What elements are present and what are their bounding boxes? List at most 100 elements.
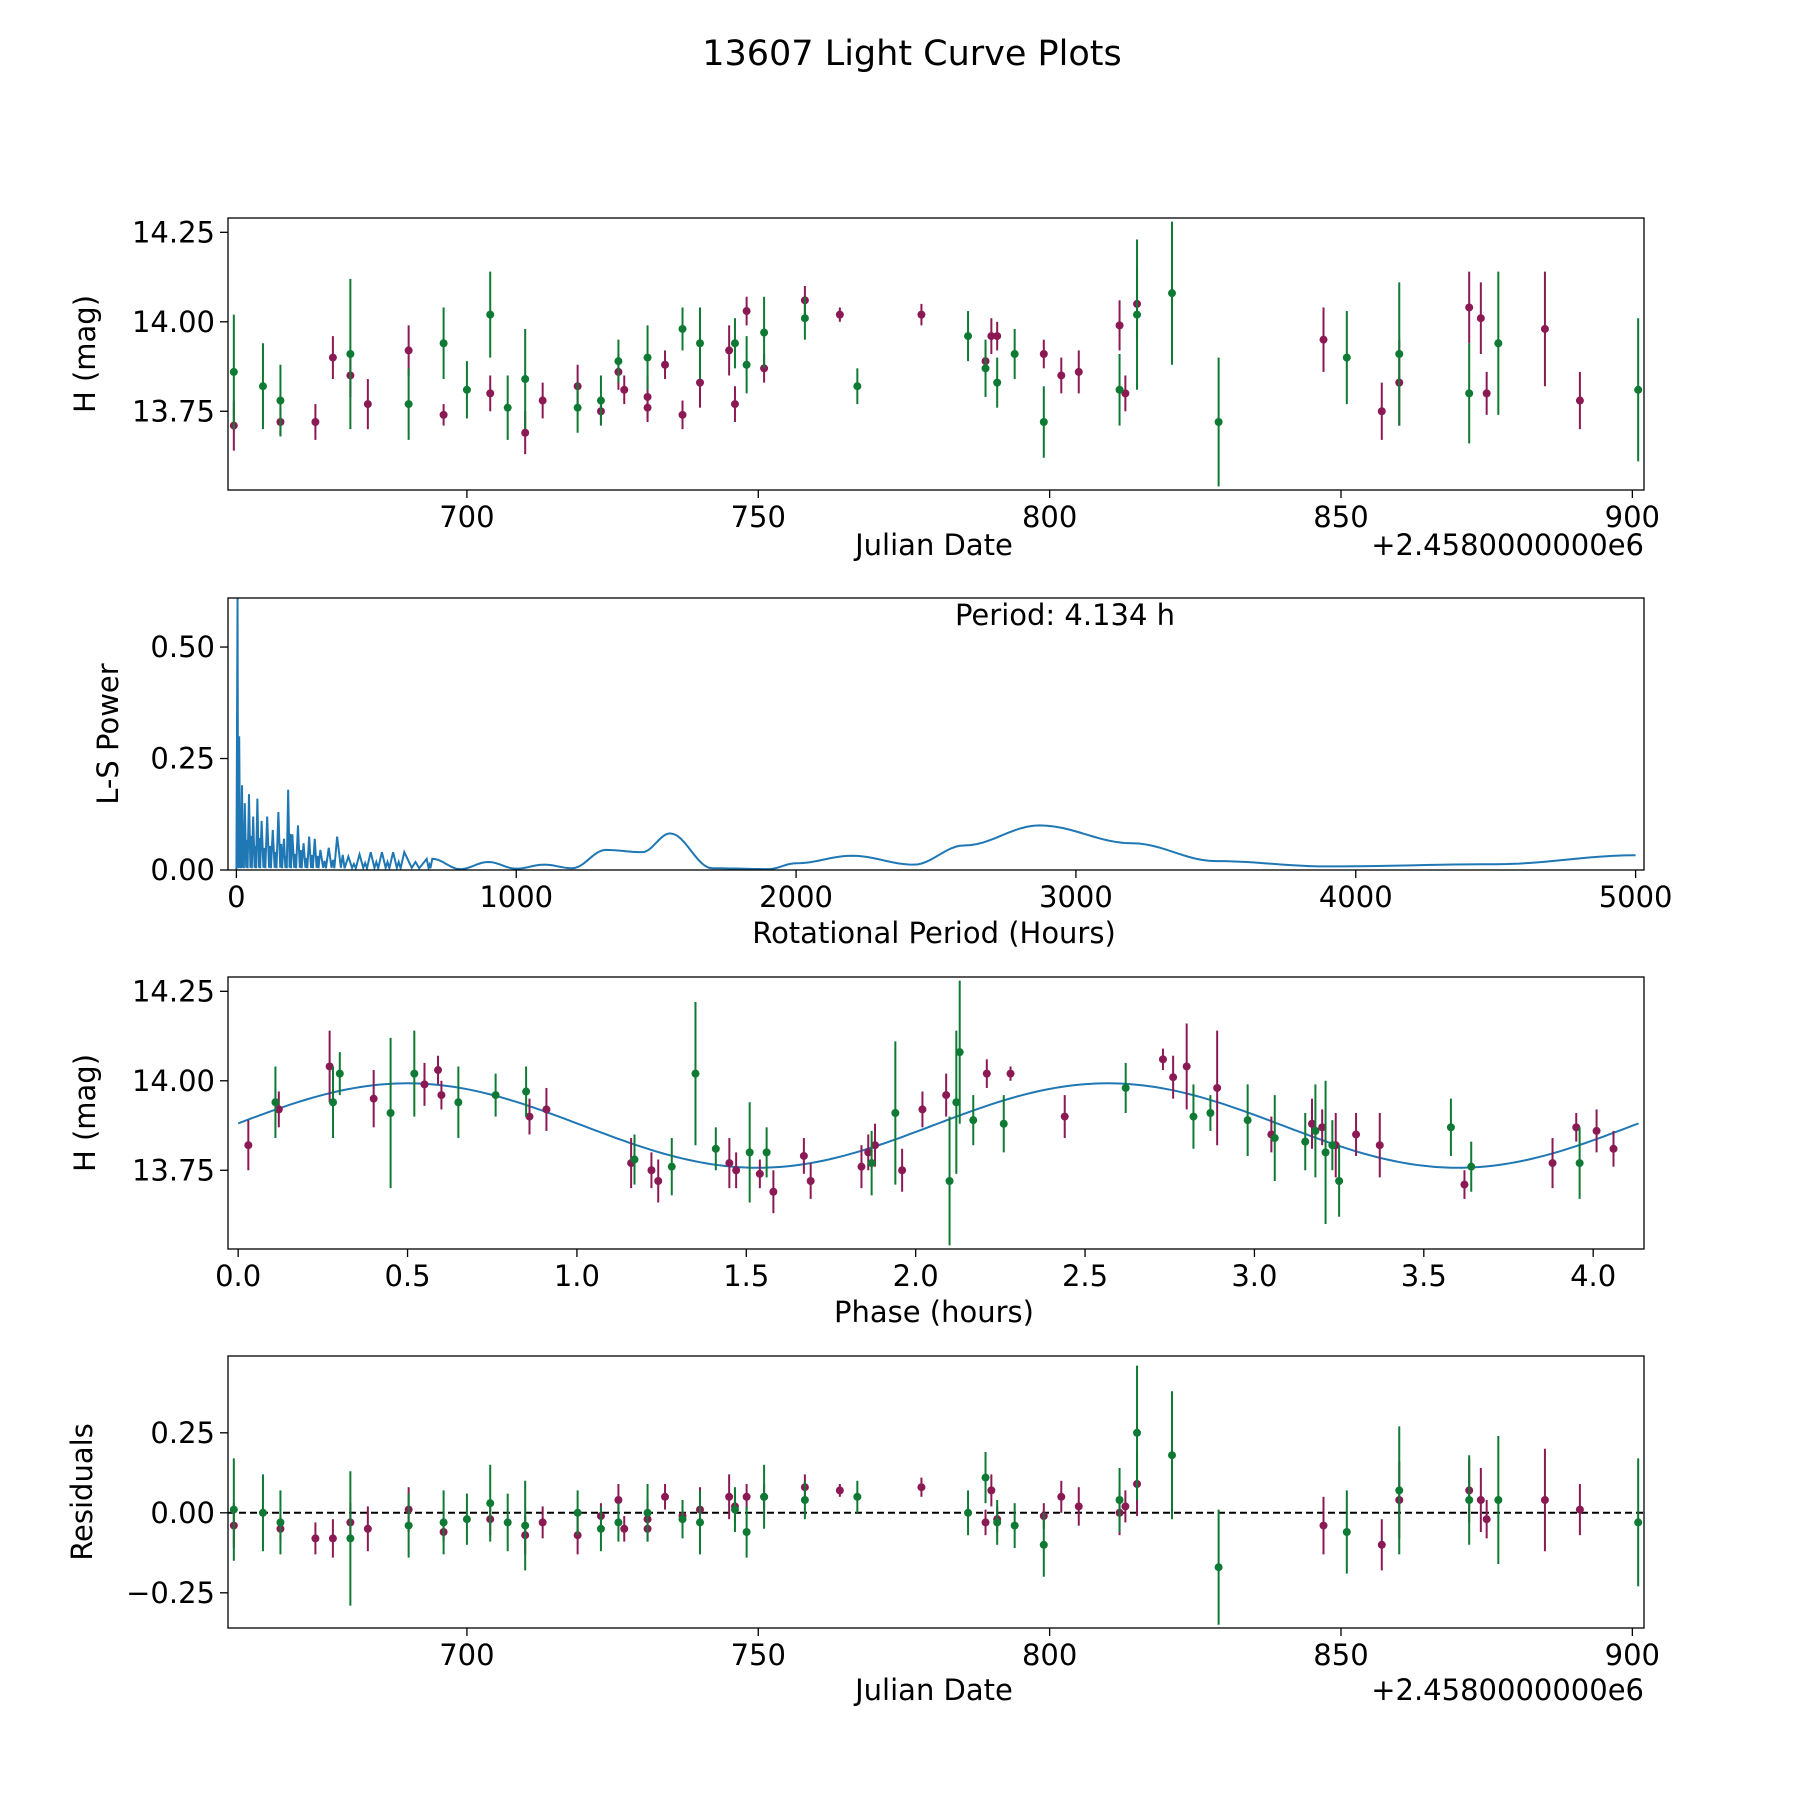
data-point-r bbox=[917, 1483, 926, 1492]
data-point-r bbox=[661, 1492, 670, 1501]
data-point-g bbox=[1039, 418, 1048, 426]
data-point-g bbox=[521, 1521, 530, 1530]
data-point-g bbox=[596, 1524, 605, 1533]
data-point-g bbox=[762, 1148, 771, 1157]
data-point-g bbox=[439, 1518, 448, 1527]
data-point-g bbox=[1168, 1451, 1176, 1460]
data-point-r bbox=[521, 428, 530, 437]
x-tick-label: 1.0 bbox=[554, 1259, 600, 1293]
data-point-g bbox=[276, 1518, 285, 1527]
x-tick-label: 3.0 bbox=[1231, 1259, 1277, 1293]
data-point-g bbox=[981, 364, 990, 373]
data-point-r bbox=[918, 1105, 927, 1114]
data-point-r bbox=[742, 307, 751, 316]
data-point-r bbox=[1318, 1123, 1327, 1132]
data-point-r bbox=[769, 1187, 778, 1196]
data-point-r bbox=[678, 410, 687, 419]
data-point-g bbox=[1335, 1177, 1344, 1185]
data-point-g bbox=[964, 1508, 973, 1517]
data-point-r bbox=[725, 1159, 734, 1168]
x-tick-label: 700 bbox=[439, 500, 494, 534]
data-point-r bbox=[538, 1518, 547, 1527]
data-point-r bbox=[1319, 1521, 1328, 1530]
data-point-r bbox=[1575, 1505, 1584, 1514]
data-point-r bbox=[732, 1166, 741, 1175]
data-point-g bbox=[462, 385, 471, 394]
data-point-r bbox=[1592, 1126, 1601, 1135]
x-tick-label: 800 bbox=[1022, 1638, 1077, 1672]
data-point-r bbox=[725, 1492, 734, 1501]
data-point-g bbox=[503, 403, 512, 412]
data-point-g bbox=[462, 1515, 471, 1524]
data-point-r bbox=[799, 1151, 808, 1160]
data-point-g bbox=[678, 1515, 687, 1524]
panel-lightcurve: 700 750 800 850 900 13.75 14.00 14.25 Julian Dat… bbox=[68, 215, 1660, 562]
x-tick-label: 850 bbox=[1313, 1638, 1368, 1672]
data-point-g bbox=[867, 1159, 876, 1168]
data-point-r bbox=[742, 1492, 751, 1501]
x-tick-label: 0 bbox=[227, 880, 245, 914]
data-point-r bbox=[981, 1518, 990, 1527]
panel-periodogram: Period: 4.134 h 0 1000 2000 3000 4000 5000 0.00… bbox=[91, 597, 1673, 950]
data-point-r bbox=[857, 1162, 866, 1171]
data-point-r bbox=[942, 1091, 951, 1100]
data-point-g bbox=[1395, 1486, 1404, 1495]
x-tick-label: 900 bbox=[1605, 1638, 1660, 1672]
data-point-r bbox=[434, 1066, 443, 1075]
data-point-r bbox=[369, 1094, 378, 1103]
data-point-g bbox=[1311, 1126, 1320, 1135]
data-point-g bbox=[1010, 350, 1019, 358]
data-point-g bbox=[614, 1518, 623, 1527]
data-point-r bbox=[363, 1524, 372, 1533]
data-point-r bbox=[993, 332, 1002, 341]
data-point-g bbox=[276, 396, 285, 405]
data-point-r bbox=[1375, 1141, 1384, 1150]
data-point-g bbox=[643, 1508, 652, 1517]
data-point-r bbox=[1377, 407, 1386, 416]
x-axis-label: Julian Date bbox=[853, 1673, 1013, 1707]
data-point-r bbox=[1039, 350, 1048, 358]
x-tick-label: 800 bbox=[1022, 500, 1077, 534]
data-point-g bbox=[573, 403, 582, 412]
x-tick-label: 900 bbox=[1605, 500, 1660, 534]
data-point-g bbox=[742, 1528, 751, 1536]
data-point-r bbox=[1158, 1055, 1167, 1064]
data-point-g bbox=[521, 375, 530, 384]
data-point-g bbox=[667, 1162, 676, 1171]
data-point-r bbox=[420, 1080, 429, 1089]
data-point-g bbox=[410, 1069, 419, 1078]
data-point-g bbox=[993, 378, 1002, 387]
data-point-r bbox=[486, 389, 495, 398]
data-point-r bbox=[363, 400, 372, 409]
data-point-g bbox=[1133, 1428, 1142, 1437]
data-point-g bbox=[1206, 1109, 1215, 1117]
data-point-r bbox=[643, 403, 652, 412]
data-point-r bbox=[864, 1148, 873, 1157]
x-tick-label: 3000 bbox=[1039, 880, 1113, 914]
data-point-g bbox=[229, 1505, 238, 1514]
data-point-r bbox=[1476, 1496, 1485, 1504]
data-point-g bbox=[1634, 385, 1643, 394]
data-point-r bbox=[311, 418, 320, 426]
data-point-g bbox=[742, 360, 751, 369]
x-tick-label: 3.5 bbox=[1401, 1259, 1447, 1293]
data-point-g bbox=[1446, 1123, 1455, 1132]
data-point-r bbox=[987, 332, 996, 341]
data-point-g bbox=[945, 1177, 954, 1185]
data-point-r bbox=[325, 1062, 334, 1071]
data-point-g bbox=[346, 1534, 355, 1543]
data-point-g bbox=[696, 339, 704, 348]
data-point-g bbox=[1634, 1518, 1643, 1527]
data-point-g bbox=[955, 1048, 964, 1057]
data-point-r bbox=[871, 1141, 880, 1150]
x-tick-label: 1000 bbox=[479, 880, 553, 914]
data-point-g bbox=[486, 1499, 495, 1508]
data-point-g bbox=[1575, 1159, 1584, 1168]
data-point-r bbox=[1377, 1540, 1386, 1549]
data-point-r bbox=[1057, 1492, 1066, 1501]
data-point-g bbox=[1133, 310, 1142, 319]
data-point-g bbox=[981, 1473, 990, 1482]
data-point-r bbox=[1006, 1069, 1015, 1078]
data-point-r bbox=[1115, 321, 1124, 330]
data-point-r bbox=[1465, 303, 1474, 312]
